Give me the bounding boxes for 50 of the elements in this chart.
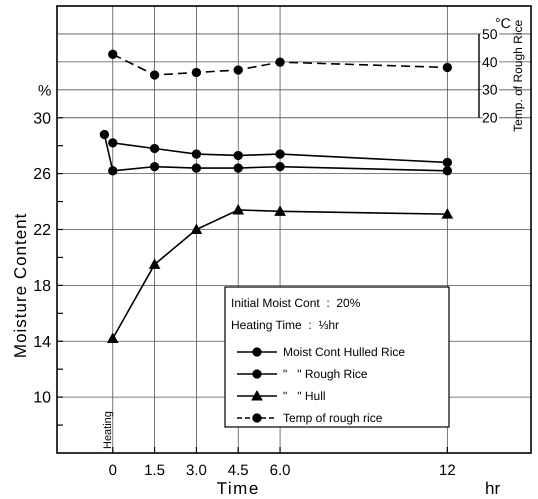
annotation: °C <box>495 15 511 31</box>
text: % <box>38 82 52 100</box>
point <box>274 206 286 216</box>
x-axis-title: Time <box>216 479 260 498</box>
y-axis-title: Moisture Content <box>11 212 30 358</box>
point <box>442 166 452 176</box>
x-tick-label: 3.0 <box>186 462 207 479</box>
legend-label: " " Rough Rice <box>283 367 368 382</box>
point <box>275 149 285 159</box>
annotation: Heating <box>102 411 114 449</box>
point <box>150 144 160 154</box>
y-tick-label: 18 <box>33 278 52 295</box>
point <box>149 258 160 269</box>
y-tick-label: 10 <box>33 390 52 407</box>
x-tick-label: 6.0 <box>270 462 290 479</box>
annotation: Initial Moist Cont : 20% <box>231 296 361 310</box>
point <box>108 50 118 59</box>
point <box>107 332 118 343</box>
x-tick-label: 4.5 <box>228 462 249 479</box>
x-tick-label: 1.5 <box>144 462 166 479</box>
y-tick-label: 14 <box>33 334 52 351</box>
point <box>442 208 453 219</box>
legend-label: Temp of rough rice <box>283 411 383 426</box>
point <box>232 204 244 214</box>
point <box>100 130 110 140</box>
point <box>234 150 243 160</box>
point <box>275 58 285 67</box>
point <box>190 224 202 234</box>
point <box>275 162 285 172</box>
y-tick-label: 26 <box>33 166 52 184</box>
point <box>234 65 243 75</box>
legend-label: Moist Cont Hulled Rice <box>283 345 406 360</box>
y2-axis-title: Temp. of Rough Rice <box>511 19 525 132</box>
point <box>192 149 202 159</box>
point <box>150 70 160 80</box>
y-tick-label: 22 <box>33 222 52 240</box>
point <box>108 166 118 176</box>
x-tick-label: 0 <box>108 462 117 479</box>
text: hr <box>485 479 500 498</box>
point <box>150 162 160 172</box>
annotation: Heating Time : ⅓hr <box>231 318 340 332</box>
x-tick-label: 12 <box>439 462 456 479</box>
y-tick-label: 30 <box>33 110 52 128</box>
point <box>108 138 118 148</box>
legend-label: " " Hull <box>283 389 326 404</box>
point <box>442 62 452 72</box>
point <box>192 68 202 78</box>
point <box>442 158 452 168</box>
point <box>234 163 243 173</box>
point <box>192 163 202 173</box>
